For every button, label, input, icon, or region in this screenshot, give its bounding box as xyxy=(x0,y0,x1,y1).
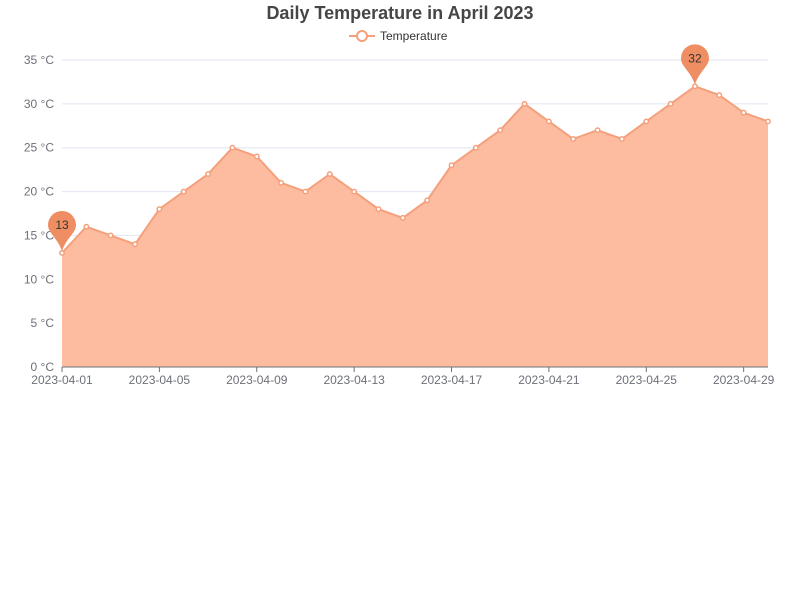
x-tick-label: 2023-04-13 xyxy=(323,373,385,387)
min-markpoint: 13 xyxy=(48,210,76,251)
y-tick-label: 20 °C xyxy=(24,185,54,199)
x-tick-label: 2023-04-21 xyxy=(518,373,580,387)
pin-icon xyxy=(48,210,76,251)
series-line-temperature xyxy=(61,85,769,254)
y-tick-label: 5 °C xyxy=(31,316,55,330)
y-tick-label: 0 °C xyxy=(31,360,55,374)
data-point xyxy=(570,135,577,142)
data-point xyxy=(740,109,747,116)
data-point xyxy=(594,127,601,134)
data-point xyxy=(692,83,698,90)
legend-marker-icon xyxy=(356,30,368,42)
y-tick-label: 35 °C xyxy=(24,53,54,67)
data-point xyxy=(472,144,479,151)
data-point xyxy=(399,214,406,221)
data-point xyxy=(375,206,382,213)
data-point xyxy=(643,118,650,125)
series-area xyxy=(62,86,768,368)
data-point xyxy=(618,135,625,142)
data-point xyxy=(424,197,431,204)
chart-title: Daily Temperature in April 2023 xyxy=(266,3,533,23)
x-axis-ticks: 2023-04-01 2023-04-05 2023-04-09 2023-04-13… xyxy=(31,367,775,387)
data-point xyxy=(132,241,138,248)
x-tick-label: 2023-04-17 xyxy=(421,373,483,387)
x-tick-label: 2023-04-25 xyxy=(616,373,678,387)
y-tick-label: 15 °C xyxy=(24,228,54,242)
data-point xyxy=(156,206,163,213)
x-tick-label: 2023-04-09 xyxy=(226,373,288,387)
data-point xyxy=(545,118,552,125)
max-markpoint: 32 xyxy=(680,44,709,85)
markpoints: 13 32 xyxy=(48,44,709,251)
y-tick-label: 30 °C xyxy=(24,97,54,111)
data-point xyxy=(278,179,285,186)
y-tick-label: 10 °C xyxy=(24,272,54,286)
pin-value-label: 32 xyxy=(688,51,702,65)
area-fill xyxy=(62,86,768,368)
x-tick-label: 2023-04-01 xyxy=(31,373,93,387)
data-point xyxy=(765,118,771,125)
y-axis-ticks: 0 °C 5 °C 10 °C 15 °C 20 °C 25 °C 30 °C 35 °C xyxy=(24,53,54,374)
x-tick-label: 2023-04-29 xyxy=(713,373,775,387)
data-point xyxy=(253,153,260,160)
data-point xyxy=(83,223,90,230)
data-point xyxy=(205,171,212,177)
data-point xyxy=(180,188,187,195)
data-point xyxy=(448,162,455,169)
x-tick-label: 2023-04-05 xyxy=(129,373,191,387)
data-point xyxy=(302,188,309,195)
data-point xyxy=(229,144,236,151)
y-tick-label: 25 °C xyxy=(24,141,54,155)
data-point xyxy=(351,188,358,195)
data-point xyxy=(521,100,528,107)
pin-icon xyxy=(680,44,709,85)
data-point xyxy=(497,127,504,134)
data-point xyxy=(716,92,723,99)
legend-label: Temperature xyxy=(380,29,448,43)
data-point xyxy=(667,100,674,107)
legend[interactable]: Temperature xyxy=(349,29,448,43)
pin-value-label: 13 xyxy=(55,218,69,232)
data-points xyxy=(59,83,771,256)
series-line xyxy=(61,85,769,254)
data-point xyxy=(59,250,65,256)
data-point xyxy=(107,232,114,239)
data-point xyxy=(326,171,333,177)
